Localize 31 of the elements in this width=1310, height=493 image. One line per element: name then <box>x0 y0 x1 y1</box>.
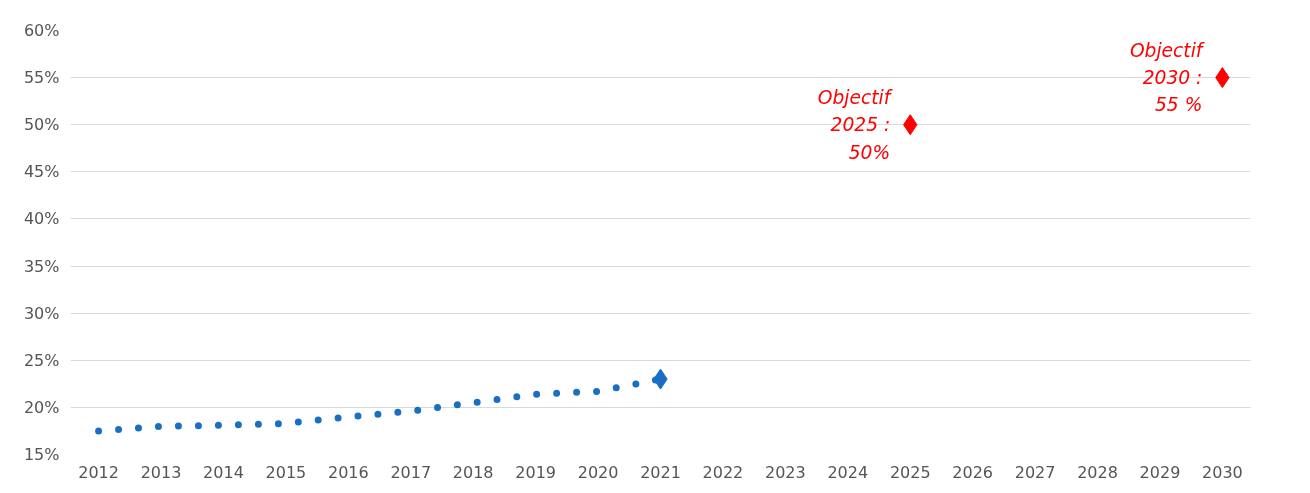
y-tick-label: 35% <box>23 256 60 276</box>
x-tick-label: 2018 <box>452 462 494 482</box>
y-tick-label: 40% <box>23 209 60 229</box>
x-tick-label: 2026 <box>952 462 994 482</box>
x-tick-label: 2021 <box>640 462 681 482</box>
y-tick-label: 50% <box>23 115 60 135</box>
y-tick-label: 55% <box>23 68 60 88</box>
x-tick-label: 2023 <box>765 462 806 482</box>
y-tick-label: 25% <box>23 350 60 370</box>
annotation: Objectif 2025 : 50% <box>817 86 893 163</box>
y-tick-label: 15% <box>23 445 60 464</box>
x-tick-label: 2030 <box>1202 462 1243 482</box>
y-tick-label: 30% <box>23 303 60 323</box>
y-tick-label: 60% <box>23 21 60 40</box>
x-tick-label: 2013 <box>140 462 182 482</box>
x-tick-label: 2024 <box>827 462 869 482</box>
y-tick-label: 20% <box>23 397 60 417</box>
x-tick-label: 2029 <box>1139 462 1181 482</box>
x-tick-label: 2016 <box>327 462 369 482</box>
x-tick-label: 2025 <box>889 462 931 482</box>
annotation: Objectif 2030 : 55 % <box>1129 39 1205 116</box>
x-tick-label: 2012 <box>78 462 119 482</box>
x-tick-label: 2015 <box>265 462 307 482</box>
x-tick-label: 2017 <box>390 462 432 482</box>
x-tick-label: 2027 <box>1014 462 1056 482</box>
x-tick-label: 2014 <box>203 462 244 482</box>
x-tick-label: 2022 <box>702 462 744 482</box>
x-tick-label: 2020 <box>577 462 619 482</box>
x-tick-label: 2028 <box>1077 462 1118 482</box>
y-tick-label: 45% <box>23 162 60 182</box>
x-tick-label: 2019 <box>515 462 556 482</box>
